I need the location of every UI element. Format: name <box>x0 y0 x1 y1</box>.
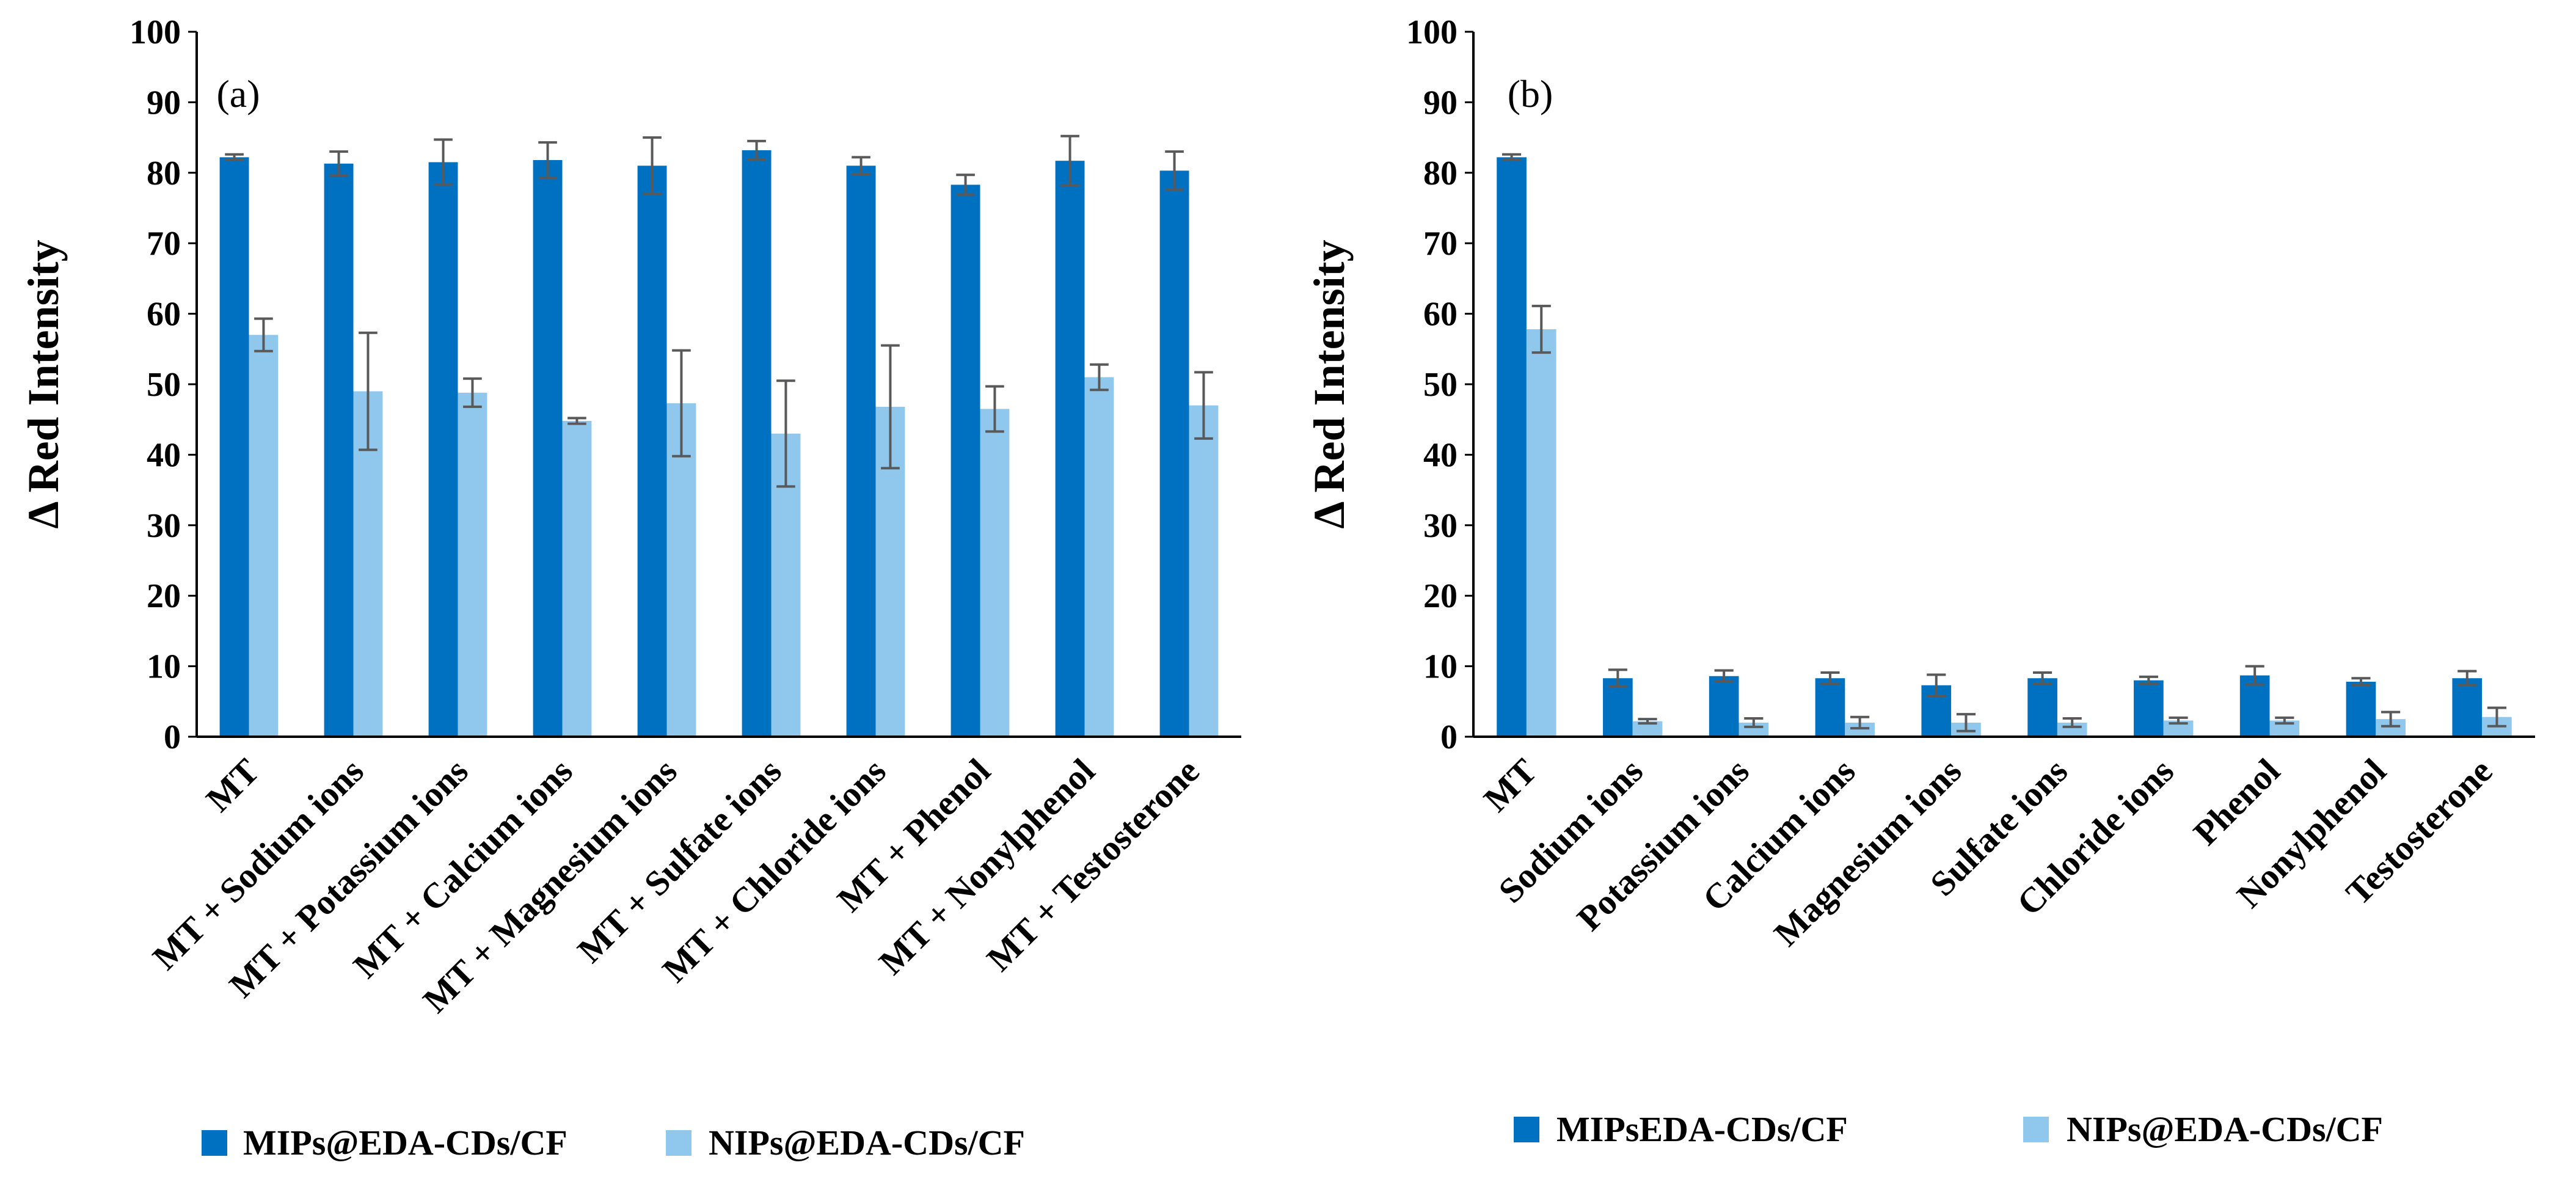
bar <box>637 166 667 737</box>
bar <box>1845 722 1875 737</box>
bar <box>1526 329 1556 737</box>
bar <box>249 335 279 737</box>
bar <box>980 409 1010 737</box>
bar <box>1815 678 1845 737</box>
bar <box>428 162 458 737</box>
legend-swatch <box>1514 1117 1539 1142</box>
panel-label: (a) <box>216 72 260 115</box>
bar <box>562 421 592 737</box>
bar <box>2134 680 2164 737</box>
y-tick-label: 50 <box>1423 366 1458 404</box>
y-tick-label: 30 <box>147 507 181 545</box>
chart-panel-a: Δ Red Intensity (a) 0 10 20 30 40 50 60 70 80 90 100… <box>19 13 1241 1163</box>
y-tick-label: 90 <box>147 84 181 122</box>
legend-label: NIPs@EDA-CDs/CF <box>709 1123 1025 1163</box>
legend-label: MIPsEDA-CDs/CF <box>1556 1109 1848 1149</box>
bar <box>1709 676 1739 737</box>
y-tick-label: 90 <box>1423 84 1458 122</box>
legend-label: NIPs@EDA-CDs/CF <box>2067 1109 2383 1149</box>
x-tick-label: MT <box>199 751 267 819</box>
bar <box>846 166 876 737</box>
y-tick-label: 50 <box>147 366 181 404</box>
bar <box>1055 161 1085 737</box>
bar <box>458 392 487 737</box>
bar <box>742 150 772 737</box>
legend-swatch <box>202 1130 227 1156</box>
chart-panel-b: Δ Red Intensity (b) 0 10 20 30 40 50 60 70 80 90 100… <box>1305 13 2535 1149</box>
bar <box>1603 678 1633 737</box>
x-tick-label: Magnesium ions <box>1766 751 1969 954</box>
bar <box>666 403 696 737</box>
y-tick-label: 20 <box>147 577 181 615</box>
bar <box>1159 170 1189 737</box>
x-tick-label: Phenol <box>2186 751 2288 853</box>
bar <box>2027 678 2057 737</box>
panel-label: (b) <box>1508 72 1553 115</box>
bar <box>533 160 563 737</box>
legend-swatch <box>2023 1117 2049 1142</box>
bar <box>219 157 249 737</box>
bar <box>2346 681 2376 737</box>
x-tick-label: MT <box>1476 751 1544 819</box>
bar <box>1189 405 1219 737</box>
y-tick-label: 30 <box>1423 507 1458 545</box>
y-tick-label: 60 <box>147 296 181 334</box>
bar <box>2452 678 2483 737</box>
y-tick-label: 100 <box>130 13 181 51</box>
y-tick-label: 80 <box>1423 155 1458 192</box>
y-tick-label: 60 <box>1423 296 1458 334</box>
y-tick-label: 40 <box>147 436 181 474</box>
y-tick-label: 40 <box>1423 436 1458 474</box>
y-tick-label: 0 <box>164 718 181 756</box>
legend-label: MIPs@EDA-CDs/CF <box>243 1123 567 1163</box>
bar <box>1084 377 1114 737</box>
y-axis-title: Δ Red Intensity <box>1305 239 1354 528</box>
y-tick-label: 10 <box>147 648 181 686</box>
y-tick-label: 80 <box>147 155 181 192</box>
y-tick-label: 100 <box>1406 13 1458 51</box>
y-tick-label: 10 <box>1423 648 1458 686</box>
bar <box>324 163 354 737</box>
bar <box>1497 157 1527 737</box>
y-tick-label: 70 <box>147 225 181 263</box>
y-tick-label: 0 <box>1440 718 1458 756</box>
y-axis-title: Δ Red Intensity <box>19 239 68 528</box>
legend-swatch <box>666 1130 691 1156</box>
bar <box>950 184 980 737</box>
y-tick-label: 70 <box>1423 225 1458 263</box>
y-tick-label: 20 <box>1423 577 1458 615</box>
